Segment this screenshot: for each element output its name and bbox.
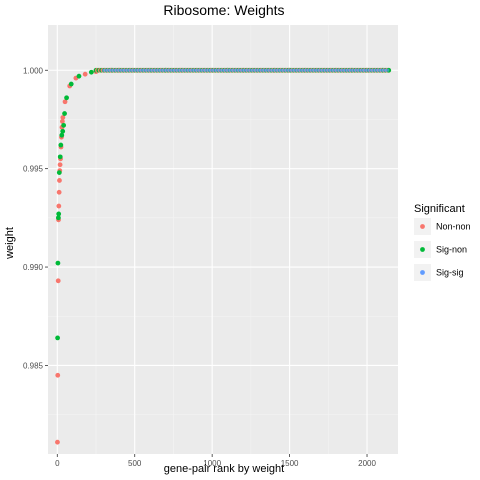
data-point-non-non bbox=[55, 278, 61, 284]
saturated-points-band bbox=[93, 67, 392, 73]
legend-label: Non-non bbox=[436, 222, 471, 232]
x-tick-label: 1500 bbox=[281, 459, 299, 468]
x-tick-label: 0 bbox=[55, 459, 60, 468]
data-point-non-non bbox=[57, 178, 62, 183]
y-tick-label: 1.000 bbox=[23, 66, 44, 75]
y-tick-label: 0.990 bbox=[23, 263, 44, 272]
data-point-sig-non bbox=[55, 260, 61, 266]
legend-key-marker bbox=[420, 224, 425, 229]
y-tick-label: 0.985 bbox=[23, 361, 44, 370]
data-point-sig-non bbox=[60, 128, 66, 134]
data-point-sig-non bbox=[68, 81, 74, 87]
x-tick-label: 2000 bbox=[358, 459, 376, 468]
data-points bbox=[55, 67, 392, 445]
legend-title: Significant bbox=[414, 203, 465, 215]
chart-title: Ribosome: Weights bbox=[163, 2, 284, 18]
data-point-sig-non bbox=[61, 122, 67, 128]
data-point-sig-non bbox=[62, 111, 67, 116]
legend: Significant Non-non Sig-non Sig-sig bbox=[414, 203, 471, 281]
data-point-sig-non bbox=[59, 132, 65, 138]
data-point-non-non bbox=[55, 372, 61, 378]
legend-key-marker bbox=[420, 247, 425, 252]
y-tick-label: 0.995 bbox=[23, 165, 44, 174]
data-point-non-non bbox=[55, 439, 60, 445]
x-tick-label: 1000 bbox=[203, 459, 221, 468]
data-point-non-non bbox=[60, 115, 66, 120]
x-axis-title: gene-pair rank by weight bbox=[164, 463, 284, 475]
data-point-non-non bbox=[60, 119, 65, 124]
legend-label: Sig-sig bbox=[436, 268, 464, 278]
data-point-sig-non bbox=[57, 154, 63, 160]
data-point-non-non bbox=[82, 71, 88, 77]
data-point-non-non bbox=[56, 189, 62, 195]
data-point-sig-non bbox=[56, 211, 62, 217]
data-point-sig-non bbox=[64, 95, 69, 101]
plot-panel bbox=[48, 25, 398, 454]
data-point-sig-non bbox=[88, 69, 94, 75]
data-point-sig-non bbox=[56, 170, 62, 175]
x-tick-label: 500 bbox=[128, 459, 142, 468]
data-point-sig-sig bbox=[386, 68, 390, 72]
data-point-sig-non bbox=[55, 335, 60, 341]
data-point-non-non bbox=[56, 203, 62, 209]
y-axis-title: weight bbox=[4, 227, 16, 260]
data-point-non-non bbox=[57, 162, 63, 168]
data-point-non-non bbox=[62, 99, 68, 105]
data-point-sig-non bbox=[76, 73, 82, 79]
data-point-sig-non bbox=[55, 215, 61, 221]
plot-background bbox=[48, 25, 398, 454]
legend-label: Sig-non bbox=[436, 245, 467, 255]
legend-key-marker bbox=[420, 270, 425, 275]
data-point-sig-non bbox=[58, 142, 64, 148]
axes: 0 500 1000 1500 2000 0.985 0.990 0.995 1.000 bbox=[23, 66, 377, 468]
